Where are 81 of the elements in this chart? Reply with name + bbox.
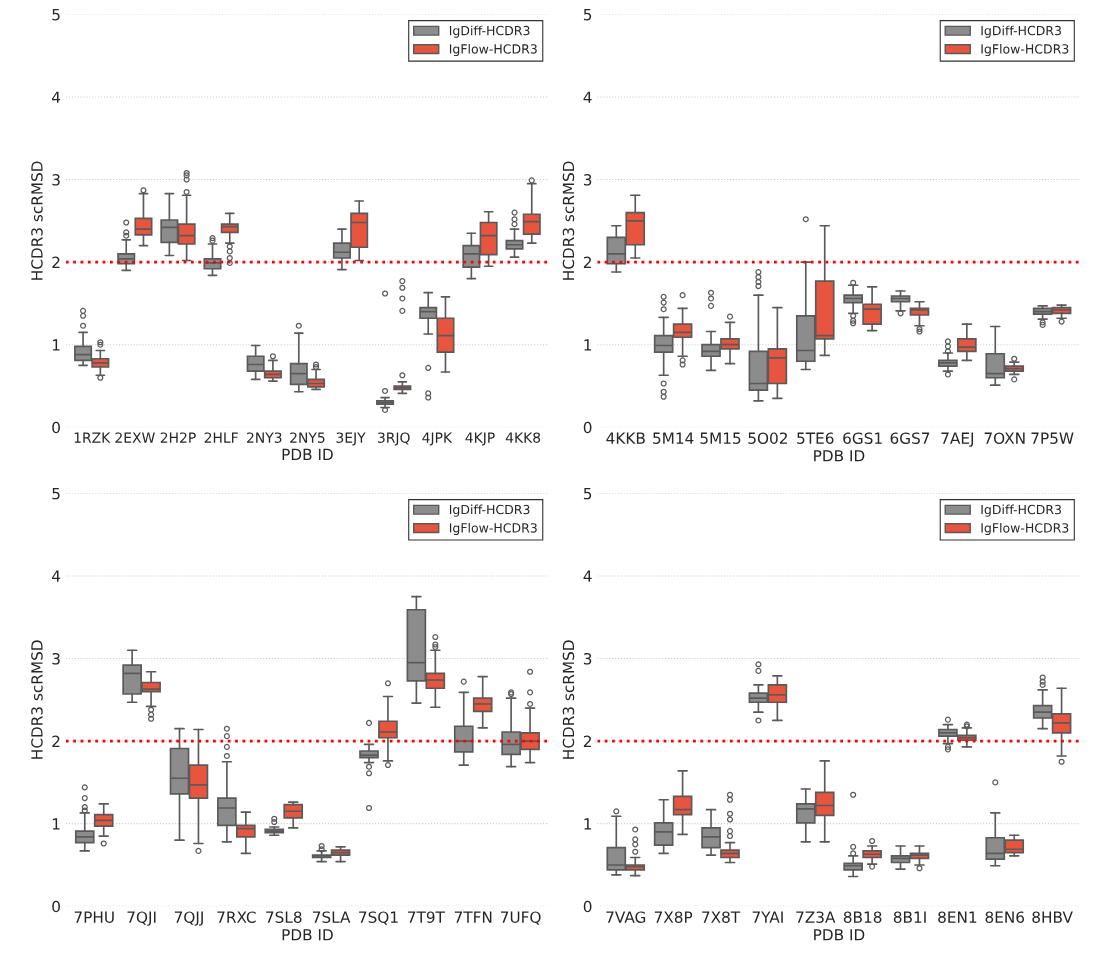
y-tick-label: 5 xyxy=(583,488,592,500)
y-tick-label: 2 xyxy=(583,256,591,268)
legend-label: IgDiff-HCDR3 xyxy=(981,25,1061,38)
y-tick-label: 1 xyxy=(52,339,60,351)
y-tick-label: 1 xyxy=(584,339,592,351)
x-axis-title: PDB ID xyxy=(282,929,333,941)
legend-label: IgFlow-HCDR3 xyxy=(449,43,537,57)
y-tick-label: 3 xyxy=(583,652,592,665)
x-tick-label: 7SLA xyxy=(313,911,351,923)
y-tick-label: 2 xyxy=(52,256,60,268)
x-tick-label: 2HLF xyxy=(204,432,238,443)
x-tick-label: 8EN1 xyxy=(938,911,977,923)
x-tick-label: 4KKB xyxy=(606,432,645,444)
x-tick-label: 7X8T xyxy=(702,911,741,923)
x-axis-title: PDB ID xyxy=(282,448,333,460)
legend-label: IgDiff-HCDR3 xyxy=(449,504,530,517)
x-tick-label: 4KJP xyxy=(465,432,495,446)
y-tick-label: 5 xyxy=(52,488,60,500)
y-axis-title: HCDR3 scRMSD xyxy=(31,161,43,280)
y-tick-label: 2 xyxy=(52,735,60,747)
x-tick-label: 8EN6 xyxy=(985,911,1025,923)
x-tick-label: 7Z3A xyxy=(796,911,836,923)
x-tick-label: 6GS7 xyxy=(890,432,930,444)
x-tick-label: 7TFN xyxy=(454,911,492,923)
x-tick-label: 5TE6 xyxy=(797,432,834,444)
x-axis-title: PDB ID xyxy=(814,450,865,462)
y-tick-label: 4 xyxy=(51,570,61,582)
y-tick-label: 1 xyxy=(52,818,60,830)
x-tick-label: 7UFQ xyxy=(500,911,541,925)
y-tick-label: 0 xyxy=(583,900,592,913)
x-tick-label: 4JPK xyxy=(422,432,453,446)
x-tick-label: 7RXC xyxy=(217,911,256,923)
x-tick-label: 5O02 xyxy=(748,432,787,444)
y-axis-title: HCDR3 scRMSD xyxy=(562,640,575,759)
y-tick-label: 0 xyxy=(583,421,592,434)
x-tick-label: 8B1I xyxy=(893,911,926,923)
y-axis-title: HCDR3 scRMSD xyxy=(31,640,43,759)
y-tick-label: 5 xyxy=(52,9,60,21)
y-tick-label: 2 xyxy=(583,735,591,747)
x-tick-label: 3EJY xyxy=(336,432,366,446)
y-tick-label: 3 xyxy=(583,174,592,186)
x-tick-label: 6GS1 xyxy=(843,432,882,444)
legend-label: IgFlow-HCDR3 xyxy=(981,43,1069,57)
legend-label: IgFlow-HCDR3 xyxy=(449,522,537,536)
x-tick-label: 7PHU xyxy=(74,911,114,923)
x-tick-label: 7P5W xyxy=(1031,432,1074,444)
x-tick-label: 7X8P xyxy=(654,911,693,923)
y-tick-label: 4 xyxy=(51,91,61,103)
x-tick-label: 5M14 xyxy=(653,432,694,444)
x-tick-label: 7SL8 xyxy=(266,911,302,923)
y-tick-label: 3 xyxy=(52,174,60,186)
x-tick-label: 7QJJ xyxy=(174,911,203,926)
x-tick-label: 7YAI xyxy=(752,911,783,923)
x-tick-label: 7VAG xyxy=(606,911,646,923)
x-tick-label: 8B18 xyxy=(843,911,882,923)
x-tick-label: 1RZK xyxy=(74,432,111,443)
y-tick-label: 4 xyxy=(583,570,592,582)
y-tick-label: 4 xyxy=(583,91,592,103)
x-tick-label: 2EXW xyxy=(115,432,155,443)
x-axis-title: PDB ID xyxy=(814,929,865,941)
legend-label: IgDiff-HCDR3 xyxy=(449,25,530,38)
x-tick-label: 7QJI xyxy=(127,911,156,926)
x-tick-label: 2NY3 xyxy=(247,432,282,443)
x-tick-label: 3RJQ xyxy=(378,432,410,446)
x-tick-label: 4KK8 xyxy=(505,432,541,443)
y-axis-title: HCDR3 scRMSD xyxy=(562,161,575,280)
x-tick-label: 5M15 xyxy=(700,432,741,444)
x-tick-label: 7AEJ xyxy=(941,432,974,447)
y-tick-label: 0 xyxy=(52,900,60,913)
x-tick-label: 7T9T xyxy=(408,911,445,923)
x-tick-label: 2NY5 xyxy=(290,432,325,443)
y-tick-label: 3 xyxy=(52,652,60,665)
legend-label: IgDiff-HCDR3 xyxy=(981,504,1061,517)
x-tick-label: 7OXN xyxy=(984,432,1025,444)
x-tick-label: 2H2P xyxy=(160,432,196,443)
legend-label: IgFlow-HCDR3 xyxy=(981,522,1069,536)
y-tick-label: 1 xyxy=(584,818,592,830)
x-tick-label: 8HBV xyxy=(1032,911,1073,923)
y-tick-label: 0 xyxy=(52,421,60,434)
x-tick-label: 7SQ1 xyxy=(359,911,398,925)
y-tick-label: 5 xyxy=(583,9,592,21)
